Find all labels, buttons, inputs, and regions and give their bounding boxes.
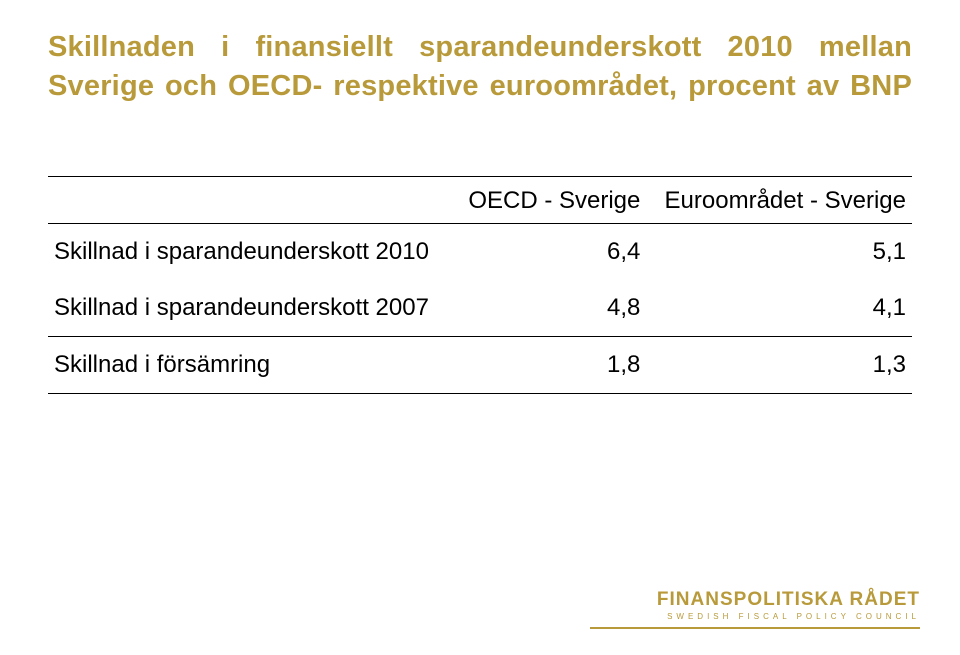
table-row: Skillnad i försämring 1,8 1,3 — [48, 337, 912, 394]
table-header-row: OECD - Sverige Euroområdet - Sverige — [48, 177, 912, 224]
brand-subtitle: SWEDISH FISCAL POLICY COUNCIL — [590, 613, 920, 621]
cell-value: 4,1 — [646, 280, 912, 337]
cell-value: 4,8 — [453, 280, 646, 337]
footer-logo: FINANSPOLITISKA RÅDET SWEDISH FISCAL POL… — [590, 590, 920, 629]
data-table: OECD - Sverige Euroområdet - Sverige Ski… — [48, 177, 912, 394]
cell-value: 6,4 — [453, 224, 646, 281]
table-row: Skillnad i sparandeunderskott 2007 4,8 4… — [48, 280, 912, 337]
brand-underline — [590, 627, 920, 629]
cell-value: 1,8 — [453, 337, 646, 394]
col-header-oecd: OECD - Sverige — [453, 177, 646, 224]
row-label: Skillnad i sparandeunderskott 2007 — [48, 280, 453, 337]
col-header-empty — [48, 177, 453, 224]
page: Skillnaden i finansiellt sparandeundersk… — [0, 0, 960, 655]
table-container: OECD - Sverige Euroområdet - Sverige Ski… — [48, 176, 912, 394]
title-line-1: Skillnaden i finansiellt sparandeundersk… — [48, 28, 912, 67]
col-header-euro: Euroområdet - Sverige — [646, 177, 912, 224]
page-title: Skillnaden i finansiellt sparandeundersk… — [48, 28, 912, 106]
title-line-2: Sverige och OECD- respektive euroområdet… — [48, 67, 912, 106]
cell-value: 5,1 — [646, 224, 912, 281]
table-row: Skillnad i sparandeunderskott 2010 6,4 5… — [48, 224, 912, 281]
cell-value: 1,3 — [646, 337, 912, 394]
row-label: Skillnad i sparandeunderskott 2010 — [48, 224, 453, 281]
row-label: Skillnad i försämring — [48, 337, 453, 394]
brand-name: FINANSPOLITISKA RÅDET — [590, 590, 920, 609]
